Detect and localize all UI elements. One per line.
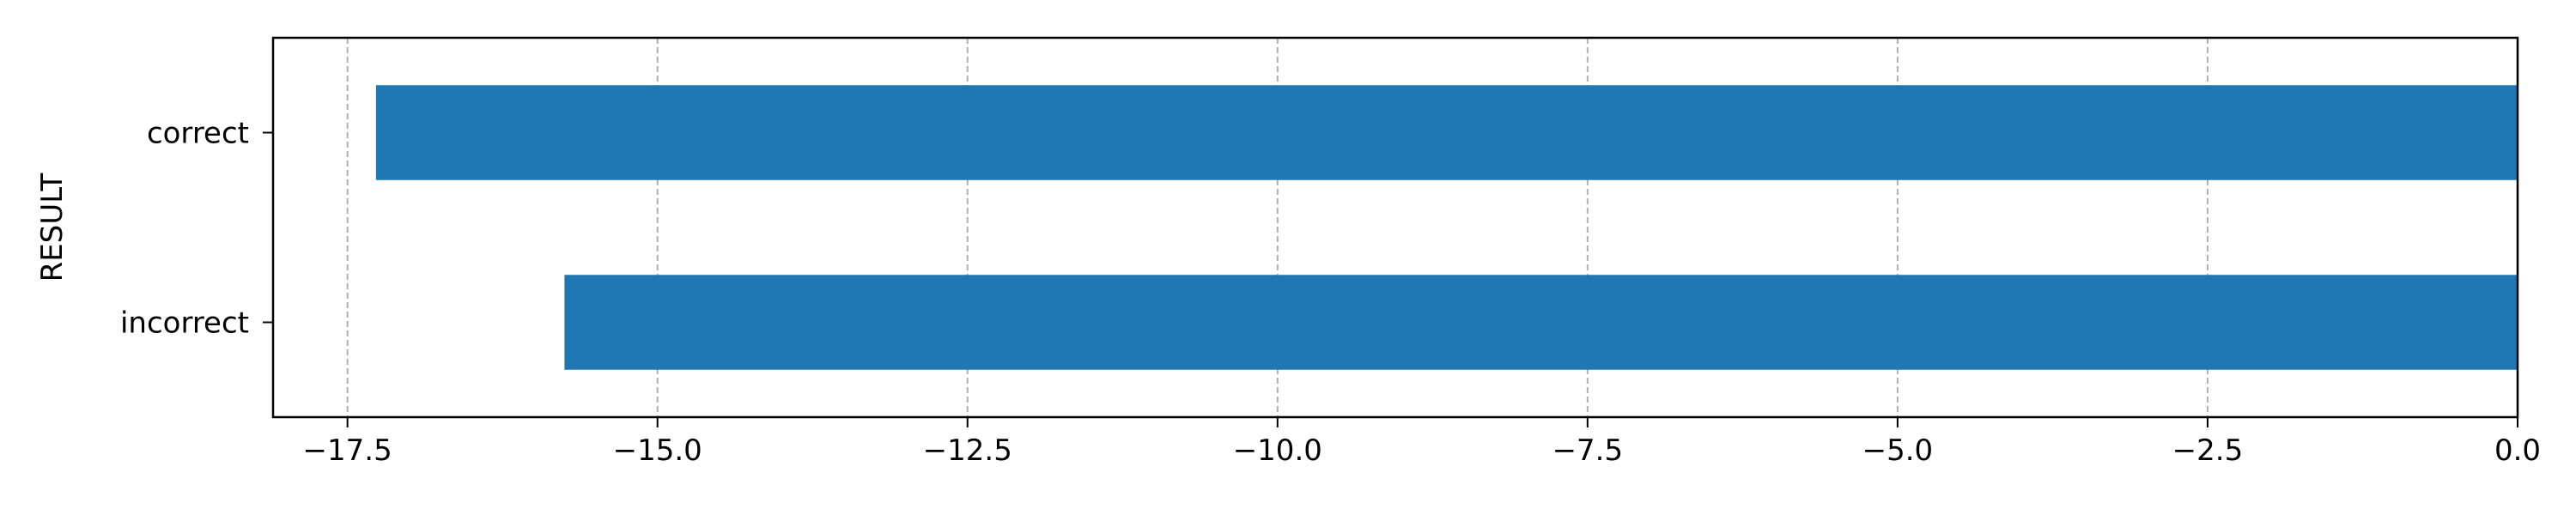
x-tick-label: 0.0 [2494,433,2541,468]
y-tick-label: incorrect [120,306,249,341]
y-tick-label: correct [147,117,249,151]
y-axis-ticks: correct incorrect [120,117,273,341]
x-tick-label: −12.5 [923,433,1012,468]
x-tick-label: −10.0 [1233,433,1322,468]
bar-correct [375,85,2518,180]
x-tick-label: −7.5 [1552,433,1624,468]
plot-frame [271,36,2519,419]
x-tick-label: −5.0 [1862,433,1934,468]
bars [375,85,2518,370]
x-tick-label: −2.5 [2172,433,2244,468]
x-tick-label: −15.0 [613,433,702,468]
bar-incorrect [564,275,2518,370]
x-axis-ticks: −17.5 −15.0 −12.5 −10.0 −7.5 −5.0 −2.5 0.0 [303,417,2541,468]
y-axis-title: RESULT [35,173,70,282]
x-tick-label: −17.5 [303,433,392,468]
